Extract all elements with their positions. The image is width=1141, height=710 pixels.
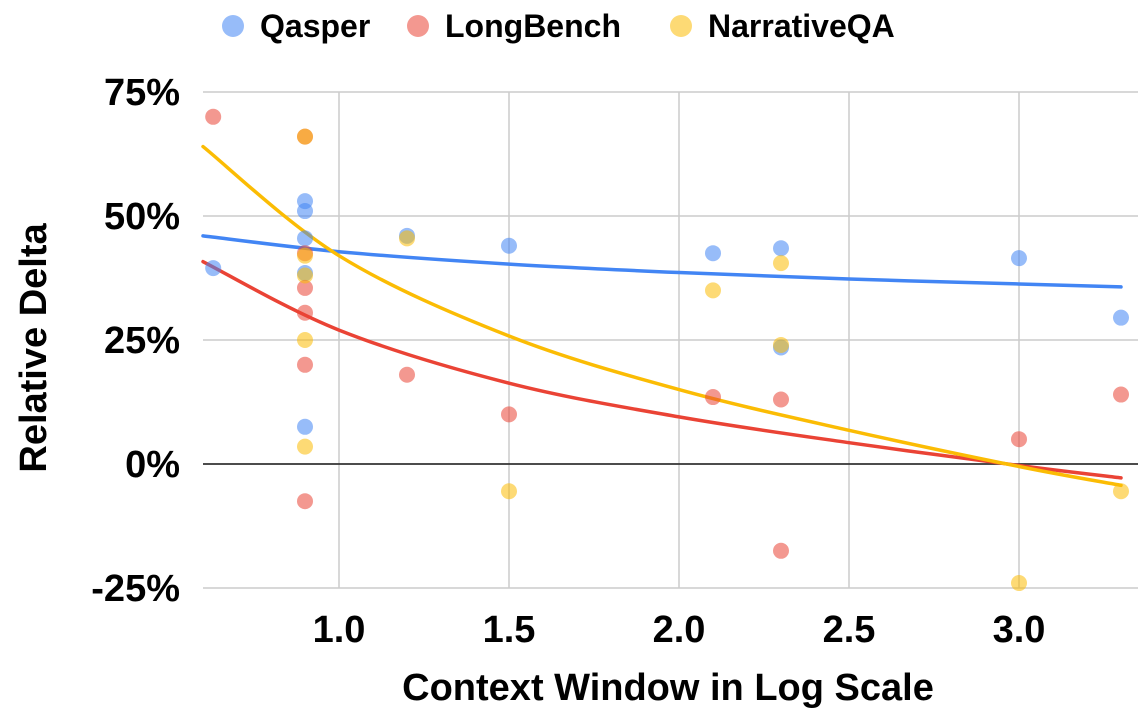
narrativeqa-trendline bbox=[201, 144, 1123, 488]
longbench-legend-label: LongBench bbox=[445, 8, 621, 44]
qasper-point bbox=[1113, 309, 1129, 326]
gridlines bbox=[203, 91, 1138, 589]
narrativeqa-point bbox=[297, 267, 313, 284]
qasper-point bbox=[1011, 250, 1027, 267]
narrativeqa-legend-label: NarrativeQA bbox=[708, 8, 895, 44]
longbench-trendline bbox=[201, 259, 1123, 480]
qasper-point bbox=[501, 237, 517, 254]
qasper-point bbox=[297, 203, 313, 220]
y-tick-label: 50% bbox=[104, 196, 180, 238]
narrativeqa-point bbox=[297, 438, 313, 455]
narrativeqa-point bbox=[705, 282, 721, 299]
narrativeqa-legend-marker bbox=[670, 15, 692, 37]
x-axis-title: Context Window in Log Scale bbox=[402, 667, 934, 709]
narrativeqa-point bbox=[399, 230, 415, 247]
qasper-point bbox=[773, 240, 789, 257]
narrativeqa-point bbox=[773, 255, 789, 272]
y-tick-label: -25% bbox=[91, 568, 180, 610]
narrativeqa-point bbox=[501, 483, 517, 500]
longbench-point bbox=[1011, 431, 1027, 448]
narrativeqa-point bbox=[297, 332, 313, 348]
legend: Qasper LongBench NarrativeQA bbox=[222, 8, 895, 44]
x-tick-label: 1.0 bbox=[313, 609, 366, 651]
qasper-point bbox=[297, 230, 313, 247]
narrativeqa-point bbox=[1011, 575, 1027, 592]
narrativeqa-point bbox=[1113, 483, 1129, 500]
qasper-point bbox=[205, 260, 222, 277]
x-tick-label: 3.0 bbox=[993, 609, 1046, 651]
x-tick-label: 2.5 bbox=[823, 609, 876, 651]
qasper-legend-marker bbox=[222, 15, 244, 37]
x-tick-labels: 1.0 1.5 2.0 2.5 3.0 bbox=[313, 609, 1046, 651]
narrativeqa-point bbox=[297, 128, 313, 145]
longbench-point bbox=[501, 406, 517, 423]
y-tick-label: 25% bbox=[104, 320, 180, 362]
y-axis-title: Relative Delta bbox=[13, 223, 55, 473]
y-tick-labels: 75% 50% 25% 0% -25% bbox=[91, 72, 180, 610]
longbench-point bbox=[297, 304, 313, 321]
qasper-point bbox=[705, 245, 721, 262]
longbench-point bbox=[773, 542, 789, 559]
narrativeqa-point bbox=[297, 247, 313, 264]
longbench-legend-marker bbox=[407, 15, 429, 37]
longbench-point bbox=[297, 493, 313, 510]
qasper-point bbox=[297, 418, 313, 435]
trendlines bbox=[201, 144, 1123, 488]
y-tick-label: 75% bbox=[104, 72, 180, 114]
x-tick-label: 1.5 bbox=[483, 609, 536, 651]
longbench-point bbox=[399, 366, 415, 383]
longbench-point bbox=[297, 356, 313, 373]
narrativeqa-point bbox=[773, 336, 789, 353]
longbench-point bbox=[773, 391, 789, 408]
qasper-legend-label: Qasper bbox=[260, 8, 370, 44]
x-tick-label: 2.0 bbox=[653, 609, 706, 651]
longbench-point bbox=[1113, 386, 1129, 403]
y-tick-label: 0% bbox=[125, 444, 180, 486]
longbench-point bbox=[705, 389, 721, 406]
longbench-point bbox=[297, 279, 313, 296]
qasper-trendline bbox=[201, 234, 1123, 289]
data-points bbox=[205, 108, 1129, 592]
longbench-point bbox=[205, 108, 222, 125]
